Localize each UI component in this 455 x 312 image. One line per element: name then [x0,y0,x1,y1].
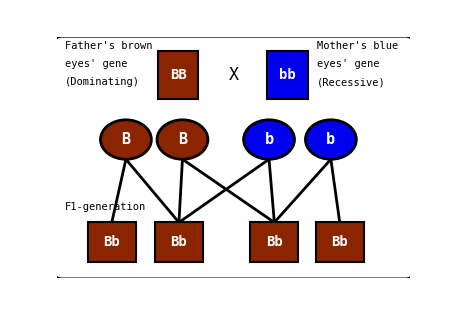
Text: (Dominating): (Dominating) [65,77,140,87]
FancyBboxPatch shape [155,222,202,262]
Text: (Recessive): (Recessive) [316,77,384,87]
Text: Bb: Bb [265,235,282,249]
FancyBboxPatch shape [315,222,363,262]
Text: Bb: Bb [103,235,120,249]
Ellipse shape [100,120,151,159]
Ellipse shape [305,120,355,159]
FancyBboxPatch shape [88,222,135,262]
FancyBboxPatch shape [157,51,198,99]
Text: Father's brown: Father's brown [65,41,152,51]
Text: eyes' gene: eyes' gene [316,59,379,69]
Text: eyes' gene: eyes' gene [65,59,127,69]
Text: BB: BB [169,68,186,82]
Text: B: B [121,132,130,147]
Text: F1-generation: F1-generation [65,202,146,212]
Text: b: b [326,132,335,147]
Text: X: X [228,66,238,84]
Ellipse shape [157,120,207,159]
Ellipse shape [243,120,294,159]
Text: b: b [264,132,273,147]
Text: B: B [177,132,187,147]
Text: Bb: Bb [170,235,187,249]
Text: Bb: Bb [331,235,347,249]
FancyBboxPatch shape [250,222,298,262]
FancyBboxPatch shape [267,51,307,99]
FancyBboxPatch shape [55,36,411,279]
Text: Mother's blue: Mother's blue [316,41,397,51]
Text: bb: bb [278,68,295,82]
